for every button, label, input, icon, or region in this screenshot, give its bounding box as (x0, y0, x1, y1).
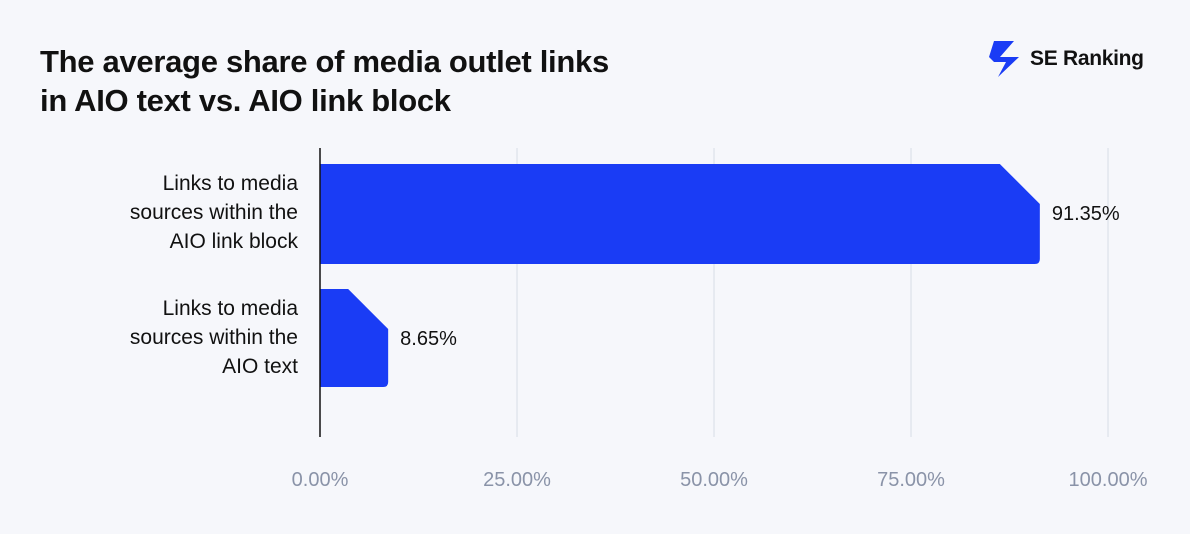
x-tick-label-2: 50.00% (680, 469, 748, 491)
category-label-1: Links to media sources within the AIO text (130, 297, 298, 378)
data-label-0: 91.35% (1052, 203, 1120, 225)
x-tick-label-3: 75.00% (877, 469, 945, 491)
bar-1 (320, 289, 389, 387)
se-ranking-logo-icon (989, 41, 1019, 77)
x-tick-label-0: 0.00% (292, 469, 349, 491)
data-label-1: 8.65% (400, 328, 457, 350)
chart-title-line-2: in AIO text vs. AIO link block (40, 83, 451, 118)
x-tick-label-4: 100.00% (1069, 469, 1148, 491)
category-label-0: Links to media sources within the AIO link… (130, 172, 299, 253)
brand-name: SE Ranking (1030, 47, 1144, 70)
brand-logo: SE Ranking (986, 40, 1144, 78)
chart-title: The average share of media outlet links … (40, 42, 609, 120)
chart-title-line-1: The average share of media outlet links (40, 44, 609, 79)
x-tick-label-1: 25.00% (483, 469, 551, 491)
bar-0 (320, 164, 1040, 264)
